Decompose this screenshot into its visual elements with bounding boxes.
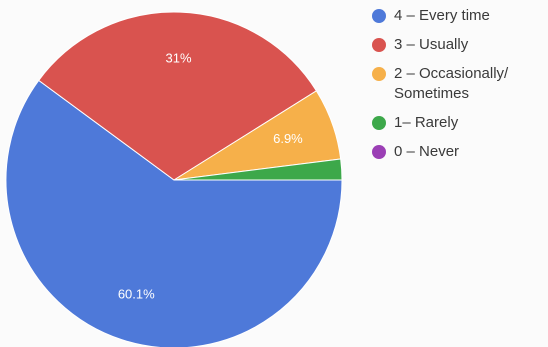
slice-label-1: 31% xyxy=(166,51,192,66)
legend-swatch xyxy=(372,67,386,81)
legend-label: 1– Rarely xyxy=(394,114,459,131)
legend: 4 – Every time 3 – Usually 2 – Occasionall… xyxy=(372,6,548,171)
slice-label-0: 60.1% xyxy=(118,286,155,301)
legend-swatch xyxy=(372,116,386,130)
legend-swatch xyxy=(372,145,386,159)
slice-label-2: 6.9% xyxy=(273,131,303,146)
legend-swatch xyxy=(372,9,386,23)
pie-slice-3 xyxy=(173,158,343,181)
legend-item-2: 2 – Occasionally/ Sometimes xyxy=(372,64,548,104)
legend-item-1: 3 – Usually xyxy=(372,35,548,55)
legend-label: 2 – Occasionally/ Sometimes xyxy=(394,65,509,102)
legend-label: 3 – Usually xyxy=(394,36,469,53)
legend-swatch xyxy=(372,38,386,52)
legend-item-0: 4 – Every time xyxy=(372,6,548,26)
legend-item-4: 0 – Never xyxy=(372,142,548,162)
pie-slice-0 xyxy=(5,79,343,347)
legend-label: 0 – Never xyxy=(394,143,460,160)
pie-slice-1 xyxy=(38,11,318,181)
legend-item-3: 1– Rarely xyxy=(372,113,548,133)
legend-label: 4 – Every time xyxy=(394,7,490,24)
